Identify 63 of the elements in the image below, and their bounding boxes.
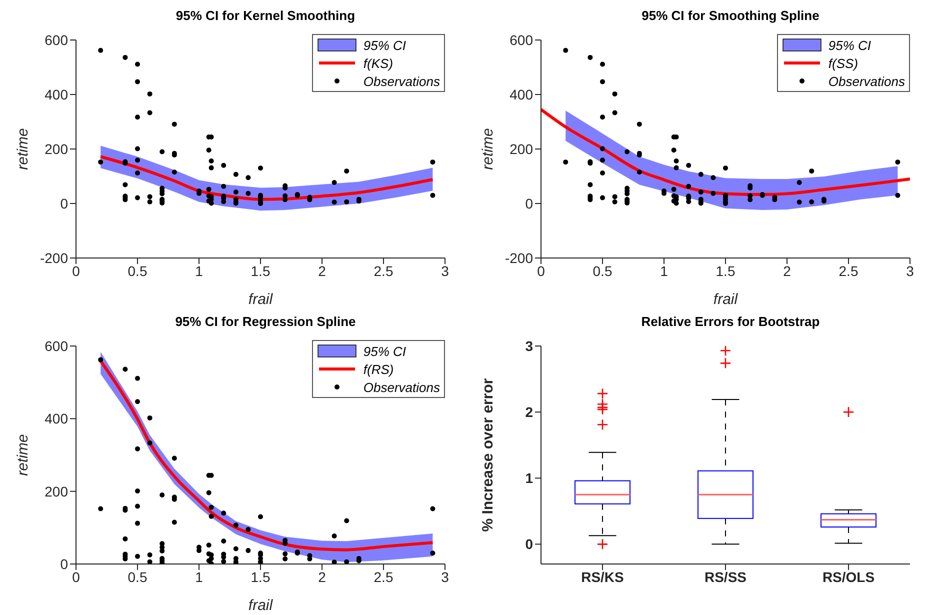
x-tick-label: 2 (318, 262, 326, 279)
y-axis-title: retime (14, 128, 32, 170)
x-tick-label: 0.5 (592, 262, 612, 279)
legend-label: 95% CI (828, 38, 872, 52)
y-tick-label: 0 (60, 195, 68, 212)
x-tick-label: RS/SS (704, 568, 747, 585)
x-tick-label: 2 (783, 262, 792, 279)
x-tick-label: 3 (441, 262, 450, 279)
x-tick-label: 1.5 (250, 568, 270, 585)
x-tick-label: RS/OLS (822, 568, 875, 585)
x-axis-title: frail (713, 291, 738, 308)
y-tick-label: 400 (44, 86, 68, 102)
legend-label: f(KS) (363, 56, 394, 70)
y-tick-label: 0 (525, 536, 534, 552)
y-tick-label: 600 (44, 338, 68, 354)
x-tick-label: 3 (441, 568, 450, 585)
x-tick-label: RS/KS (581, 568, 624, 585)
y-tick-label: 3 (525, 338, 534, 354)
x-tick-label: 1.5 (250, 262, 270, 279)
x-tick-label: 2 (318, 568, 326, 585)
y-tick-label: 600 (510, 32, 534, 48)
y-tick-label: -200 (504, 250, 534, 266)
y-tick-label: 0 (60, 556, 68, 572)
y-tick-label: 200 (44, 140, 68, 157)
legend-label: f(SS) (828, 56, 858, 70)
y-axis-title: % Increase over error (479, 378, 496, 532)
x-axis-title: frail (248, 291, 274, 308)
x-tick-label: 2.5 (838, 262, 858, 279)
legend-label: Observations (363, 380, 440, 394)
y-tick-label: 400 (44, 410, 68, 427)
x-axis-title: frail (248, 597, 274, 614)
y-tick-label: 400 (510, 86, 534, 102)
y-tick-label: -200 (40, 250, 68, 266)
x-tick-label: 1 (195, 568, 204, 585)
x-tick-label: 3 (906, 262, 914, 279)
x-tick-label: 0.5 (128, 568, 148, 585)
legend-label: Observations (828, 74, 905, 88)
legend-label: 95% CI (363, 344, 406, 358)
chart-title: 95% CI for Kernel Smoothing (174, 8, 356, 25)
y-tick-label: 200 (510, 140, 534, 157)
x-tick-label: 2.5 (374, 262, 394, 279)
y-tick-label: 1 (525, 470, 534, 486)
chart-title: Relative Errors for Bootstrap (640, 314, 821, 331)
y-tick-label: 200 (44, 483, 68, 500)
x-tick-label: 1 (195, 262, 204, 279)
legend-label: f(RS) (363, 362, 394, 376)
y-tick-label: 0 (525, 195, 534, 212)
y-axis-title: retime (14, 434, 32, 476)
x-tick-label: 0.5 (128, 262, 148, 279)
legend-label: 95% CI (363, 38, 406, 52)
y-tick-label: 600 (44, 32, 68, 48)
x-tick-label: 1 (660, 262, 668, 279)
chart-title: 95% CI for Regression Spline (174, 314, 357, 331)
y-tick-label: 2 (525, 404, 534, 420)
x-tick-label: 2.5 (374, 568, 394, 585)
line-series (541, 108, 910, 196)
x-tick-label: 1.5 (716, 262, 736, 279)
x-tick-label: 0 (72, 568, 80, 585)
y-axis-title: retime (479, 128, 496, 170)
x-tick-label: 0 (537, 262, 546, 279)
x-tick-label: 0 (72, 262, 80, 279)
chart-title: 95% CI for Smoothing Spline (640, 8, 820, 25)
legend-label: Observations (363, 74, 440, 88)
